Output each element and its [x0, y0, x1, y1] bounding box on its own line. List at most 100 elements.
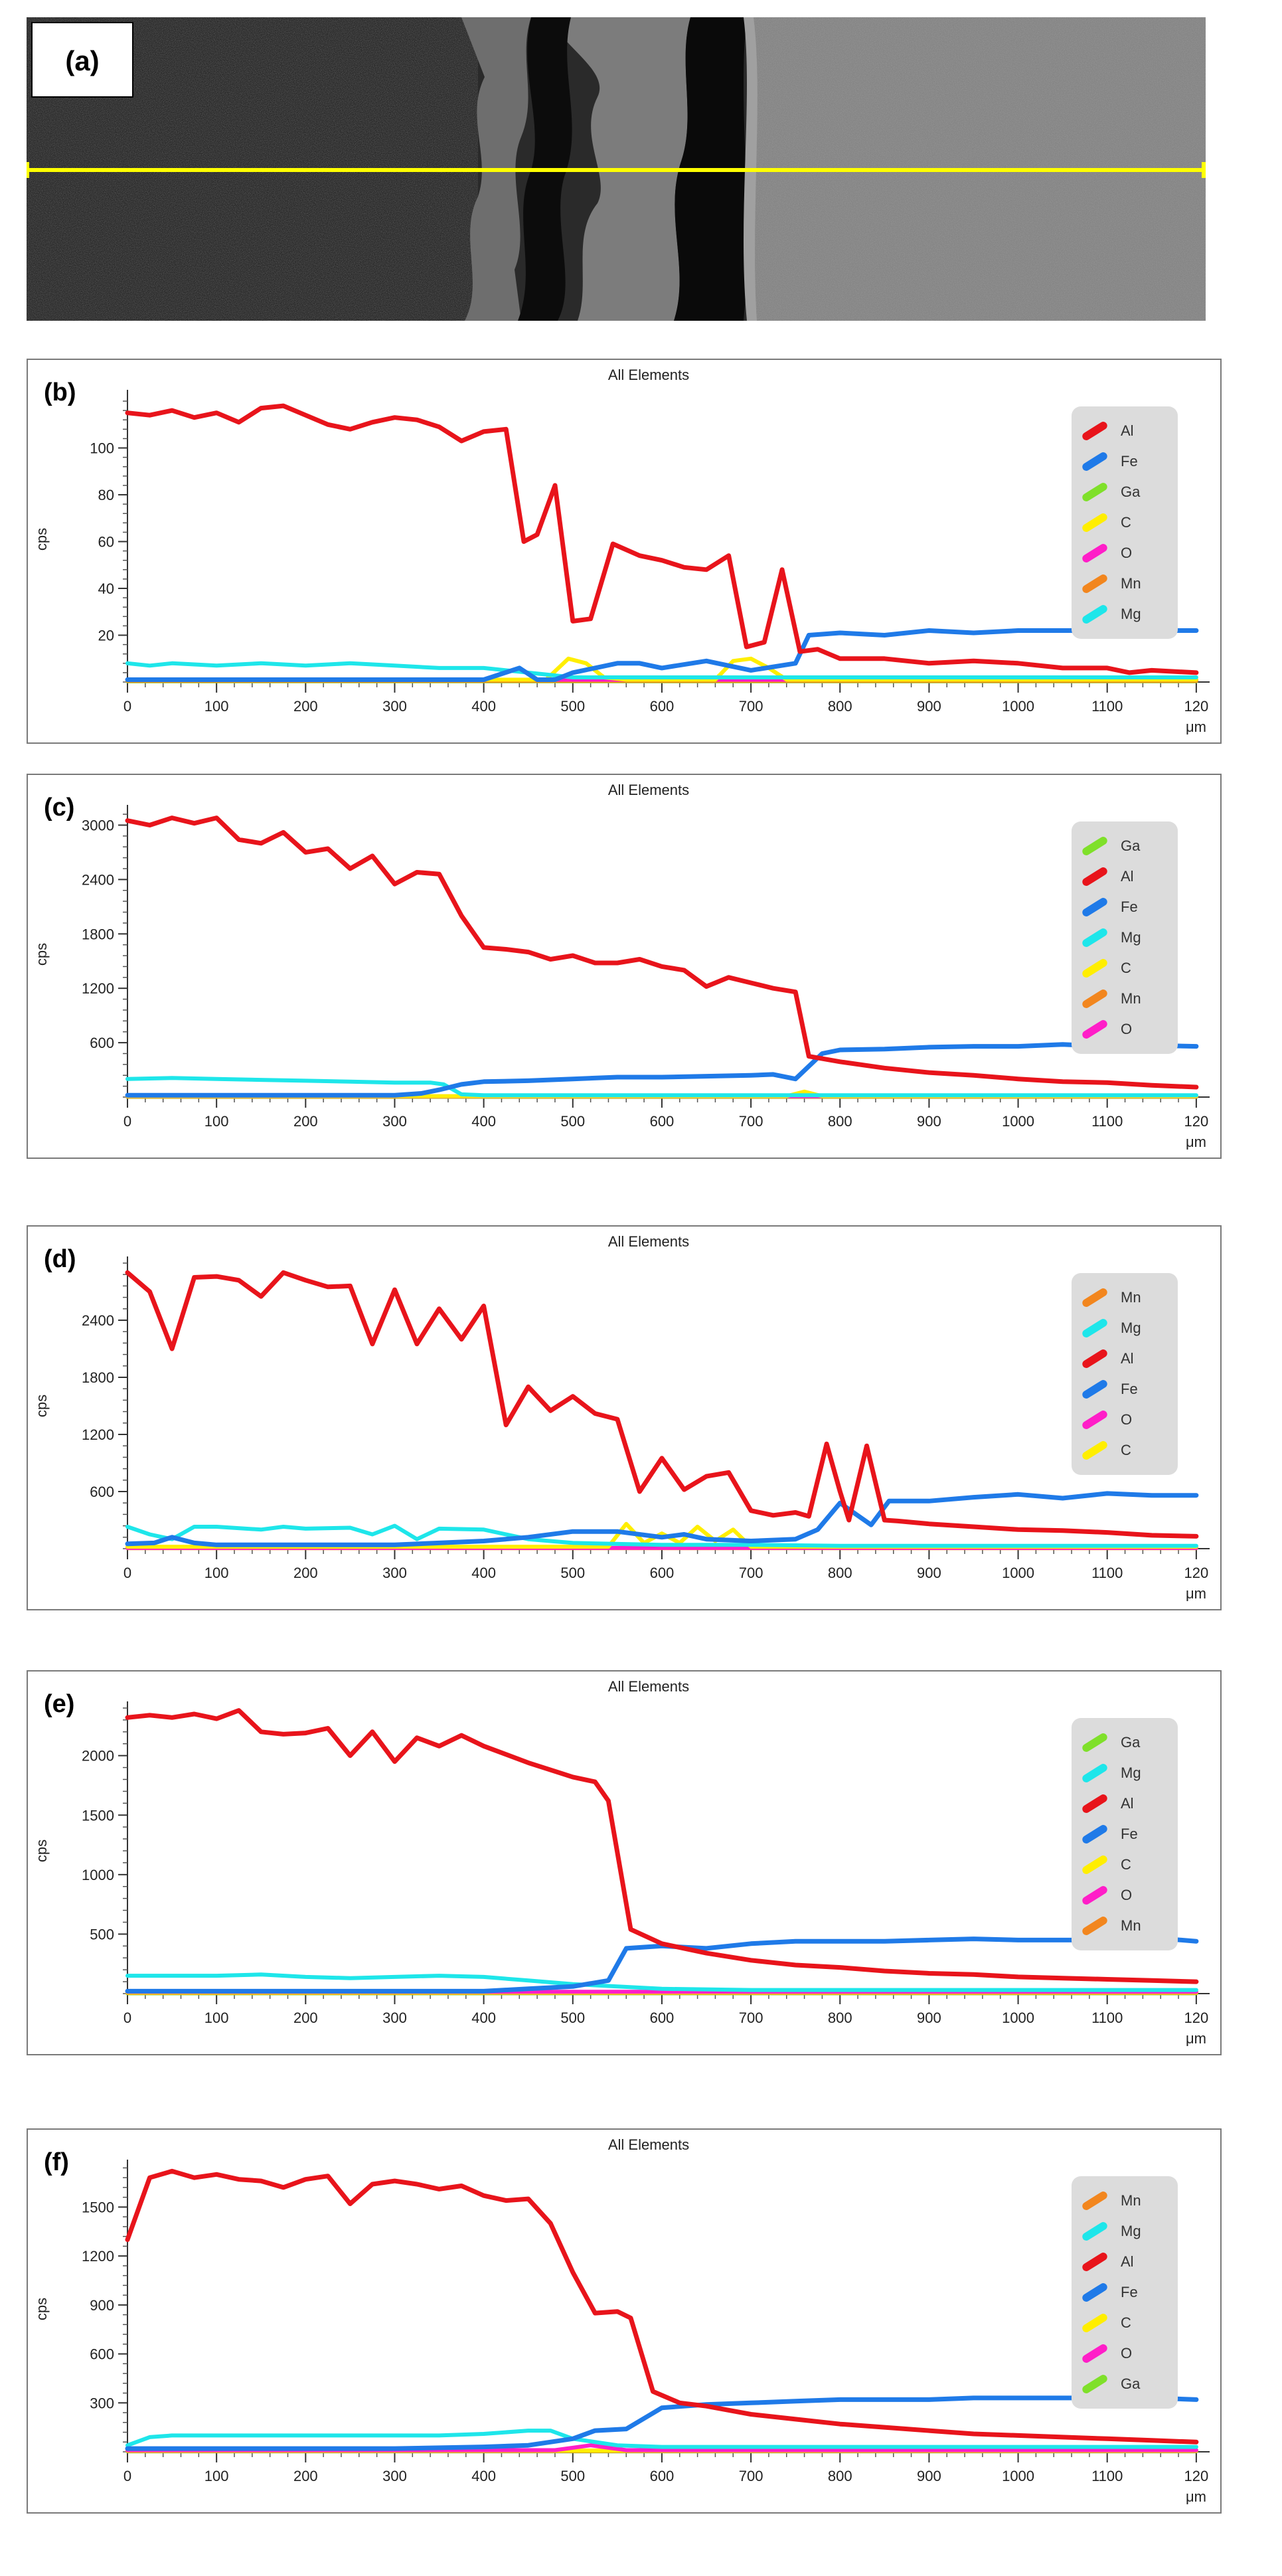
- y-axis-label: cps: [33, 528, 50, 551]
- series-line-fe: [125, 2395, 1199, 2451]
- legend-item: Ga: [1081, 2369, 1166, 2399]
- legend-item: Mn: [1081, 984, 1166, 1014]
- chart-title: All Elements: [608, 2136, 689, 2153]
- series-line-mg: [125, 1523, 1198, 1548]
- series-line-al: [125, 2168, 1199, 2445]
- x-tick-label: 100: [204, 1113, 229, 1130]
- series-line-al: [125, 1270, 1199, 1539]
- y-tick-label: 1500: [82, 2199, 114, 2215]
- y-tick-label: 1800: [82, 926, 114, 942]
- x-tick-label: 1100: [1091, 2010, 1123, 2026]
- legend-label: Al: [1121, 1795, 1134, 1812]
- legend-item: C: [1081, 1849, 1166, 1880]
- x-tick-label: 500: [560, 2468, 585, 2484]
- x-tick-label: 1100: [1091, 2468, 1123, 2484]
- legend-label: Mn: [1121, 2192, 1141, 2209]
- x-tick-label: 900: [917, 1565, 941, 1581]
- x-tick-label: 1000: [1002, 1565, 1034, 1581]
- series-line-mg: [125, 1076, 1198, 1098]
- legend-swatch: [1081, 1792, 1109, 1815]
- legend-label: Mg: [1121, 929, 1141, 946]
- x-tick-label: 200: [293, 698, 318, 715]
- legend-item: Fe: [1081, 1819, 1166, 1849]
- series-line-al: [125, 403, 1199, 675]
- x-tick-label: 600: [650, 2468, 675, 2484]
- x-tick-label: 120: [1184, 1113, 1209, 1130]
- legend-swatch: [1081, 1853, 1109, 1876]
- legend-item: Ga: [1081, 1727, 1166, 1758]
- chart-legend: Mn Mg Al Fe C O Ga: [1072, 2176, 1178, 2409]
- legend-item: C: [1081, 507, 1166, 538]
- legend-item: O: [1081, 2338, 1166, 2369]
- x-tick-label: 400: [471, 1113, 496, 1130]
- x-tick-label: 300: [382, 2468, 407, 2484]
- chart-legend: Ga Al Fe Mg C Mn O: [1072, 821, 1178, 1054]
- legend-item: Al: [1081, 1343, 1166, 1374]
- y-tick-label: 2400: [82, 871, 114, 888]
- x-tick-label: 200: [293, 1113, 318, 1130]
- legend-item: C: [1081, 2308, 1166, 2338]
- legend-item: Mg: [1081, 2216, 1166, 2247]
- chart-panel-d: All Elements cps μm 0 100 200 300 400 500 600 700 8…: [27, 1225, 1222, 1610]
- legend-swatch: [1081, 2342, 1109, 2365]
- chart-title: All Elements: [608, 1678, 689, 1695]
- y-tick-label: 100: [90, 440, 114, 457]
- x-tick-label: 800: [828, 698, 852, 715]
- panel-label: (c): [44, 794, 75, 821]
- legend-label: Mn: [1121, 1289, 1141, 1306]
- legend-item: Fe: [1081, 446, 1166, 477]
- x-tick-label: 0: [123, 2468, 131, 2484]
- x-tick-label: 600: [650, 1565, 675, 1581]
- chart-legend: Mn Mg Al Fe O C: [1072, 1273, 1178, 1475]
- x-tick-label: 120: [1184, 698, 1209, 715]
- x-tick-label: 600: [650, 1113, 675, 1130]
- legend-item: O: [1081, 1014, 1166, 1045]
- y-tick-label: 80: [98, 487, 114, 503]
- legend-item: O: [1081, 1880, 1166, 1911]
- legend-label: Mn: [1121, 575, 1141, 592]
- legend-label: Ga: [1121, 837, 1141, 854]
- y-axis-label: cps: [33, 943, 50, 966]
- legend-label: Ga: [1121, 1734, 1141, 1751]
- legend-swatch: [1081, 2220, 1109, 2243]
- legend-swatch: [1081, 1347, 1109, 1370]
- x-tick-label: 700: [739, 2468, 763, 2484]
- y-tick-label: 40: [98, 580, 114, 597]
- x-tick-label: 0: [123, 698, 131, 715]
- legend-swatch: [1081, 420, 1109, 442]
- x-tick-label: 800: [828, 2010, 852, 2026]
- legend-label: C: [1121, 960, 1131, 976]
- x-tick-label: 120: [1184, 1565, 1209, 1581]
- x-tick-label: 1100: [1091, 1565, 1123, 1581]
- y-tick-label: 1200: [82, 980, 114, 997]
- series-line-fe: [125, 1935, 1199, 1994]
- y-tick-label: 1200: [82, 1426, 114, 1443]
- series-line-fe: [125, 1491, 1199, 1547]
- legend-item: Mg: [1081, 922, 1166, 953]
- legend-label: Mg: [1121, 1320, 1141, 1336]
- legend-label: O: [1121, 1411, 1133, 1428]
- legend-item: Al: [1081, 416, 1166, 446]
- y-tick-label: 1500: [82, 1807, 114, 1824]
- legend-item: Ga: [1081, 831, 1166, 861]
- x-tick-label: 1000: [1002, 2468, 1034, 2484]
- x-tick-label: 500: [560, 1113, 585, 1130]
- x-tick-label: 1000: [1002, 698, 1034, 715]
- x-tick-label: 900: [917, 2010, 941, 2026]
- x-tick-label: 500: [560, 1565, 585, 1581]
- panel-label: (b): [44, 379, 76, 406]
- x-tick-label: 1000: [1002, 2010, 1034, 2026]
- legend-swatch: [1081, 2281, 1109, 2304]
- legend-swatch: [1081, 1018, 1109, 1041]
- x-tick-label: 700: [739, 2010, 763, 2026]
- x-tick-label: 900: [917, 1113, 941, 1130]
- x-tick-label: 300: [382, 1565, 407, 1581]
- series-line-fe: [125, 628, 1199, 682]
- legend-swatch: [1081, 1915, 1109, 1937]
- y-axis-label: cps: [33, 1840, 50, 1862]
- legend-swatch: [1081, 2251, 1109, 2273]
- y-tick-label: 1800: [82, 1369, 114, 1386]
- legend-item: C: [1081, 953, 1166, 984]
- x-tick-label: 0: [123, 2010, 131, 2026]
- legend-item: O: [1081, 538, 1166, 568]
